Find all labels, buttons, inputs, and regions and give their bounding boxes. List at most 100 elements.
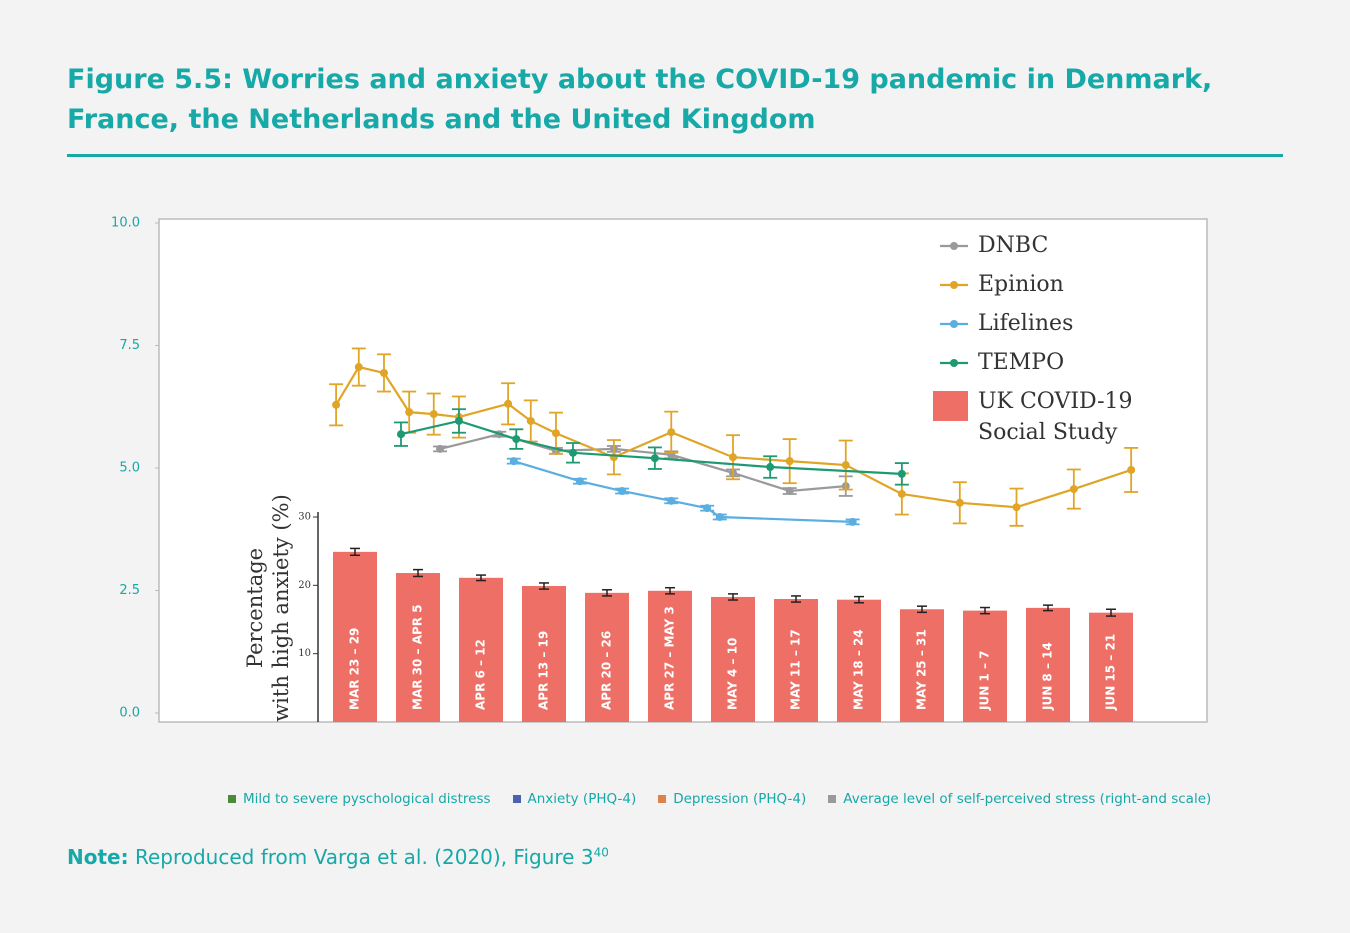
bar: [1089, 612, 1133, 722]
y-tick-label: 0.0: [119, 706, 140, 721]
legend-entry: UK COVID-19 Social Study: [978, 389, 1133, 445]
legend-item: Mild to severe pyschological distress: [228, 791, 491, 807]
bottom-legend: Mild to severe pyschological distress Anx…: [228, 791, 1211, 807]
category-label: MAY 25 – 31: [915, 629, 929, 710]
point: [1012, 503, 1021, 512]
y-tick-label: 7.5: [119, 338, 140, 353]
category-label: JUN 1 – 7: [978, 651, 992, 711]
point: [509, 457, 518, 466]
bar: [900, 609, 944, 722]
error-bar: [728, 593, 738, 601]
category-label: APR 27 – MAY 3: [663, 606, 677, 710]
error-bar: [476, 574, 486, 582]
y2-tick-label: 10: [298, 648, 311, 659]
legend-item: Anxiety (PHQ-4): [512, 791, 636, 807]
point: [454, 416, 463, 425]
point: [766, 463, 775, 472]
legend-swatch: [828, 795, 837, 803]
bar: [333, 551, 377, 722]
category-label: JUN 8 – 14: [1041, 642, 1055, 711]
error-bar: [665, 586, 675, 595]
point: [667, 496, 676, 505]
point: [729, 453, 737, 462]
bar: [396, 573, 440, 722]
category-label: MAR 30 – APR 5: [411, 604, 425, 710]
point: [504, 399, 513, 408]
bar: [711, 596, 755, 722]
error-bar: [602, 589, 612, 597]
point: [575, 477, 584, 486]
point: [396, 430, 405, 439]
point: [715, 513, 724, 521]
title-rule: [67, 154, 1283, 157]
legend-label: Mild to severe pyschological distress: [243, 791, 491, 807]
point: [568, 448, 577, 457]
point: [955, 498, 964, 507]
point: [841, 461, 850, 470]
figure-title: Figure 5.5: Worries and anxiety about th…: [67, 64, 1213, 135]
category-label: MAY 4 – 10: [726, 638, 740, 710]
legend-swatch: [658, 795, 667, 803]
category-label: MAY 18 – 24: [852, 629, 866, 710]
y-tick-label: 5.0: [119, 461, 140, 476]
category-label: MAY 11 – 17: [789, 629, 803, 710]
legend-label: Epinion: [978, 272, 1064, 297]
legend-swatch: [950, 242, 958, 250]
bar: [648, 590, 692, 722]
point: [551, 429, 560, 438]
point: [897, 489, 906, 498]
point: [785, 487, 794, 496]
bar: [522, 586, 566, 722]
y-tick-label: 2.5: [119, 583, 140, 598]
point: [332, 400, 341, 409]
point: [897, 469, 906, 478]
point: [667, 428, 676, 437]
point: [650, 454, 659, 463]
category-label: APR 20 – 26: [600, 631, 614, 710]
legend-label: TEMPO: [978, 350, 1065, 375]
legend-swatch: [950, 359, 958, 367]
note: Note: Reproduced from Varga et al. (2020…: [67, 845, 609, 869]
legend-entry: DNBC: [978, 233, 1048, 258]
point: [848, 517, 857, 526]
y-tick-label: 10.0: [111, 216, 140, 231]
point: [1127, 465, 1136, 474]
category-label: APR 13 – 19: [537, 631, 551, 710]
legend-swatch: [950, 320, 958, 328]
legend-label: Average level of self-perceived stress (…: [843, 791, 1212, 807]
point: [526, 416, 535, 425]
point: [429, 410, 438, 419]
note-superscript: 40: [593, 845, 609, 860]
legend-label: Depression (PHQ-4): [673, 791, 807, 807]
y2-axis-label: Percentage: [243, 548, 267, 668]
point: [405, 408, 414, 417]
point: [618, 487, 627, 496]
y2-axis-label: with high anxiety (%): [269, 494, 293, 722]
bar: [1026, 607, 1070, 722]
y2-tick-label: 20: [298, 580, 311, 591]
legend-swatch: [512, 795, 521, 803]
error-bar: [791, 595, 801, 603]
legend-swatch: [950, 281, 958, 289]
error-bar: [1043, 604, 1053, 612]
y2-tick-label: 30: [298, 512, 311, 523]
legend-item: Average level of self-perceived stress (…: [828, 791, 1211, 807]
point: [354, 363, 363, 372]
error-bar: [1106, 608, 1116, 617]
bar: [963, 610, 1007, 722]
bar: [837, 599, 881, 722]
error-bar: [539, 582, 549, 590]
error-bar: [854, 595, 864, 604]
legend-entry: Lifelines: [978, 311, 1073, 336]
bar: [774, 599, 818, 722]
error-bar: [980, 606, 990, 615]
bar: [585, 592, 629, 722]
point: [703, 504, 712, 513]
point: [512, 435, 521, 444]
legend-swatch: [228, 795, 236, 803]
point: [379, 368, 388, 377]
category-label: MAR 23 – 29: [348, 628, 362, 710]
legend-item: Depression (PHQ-4): [658, 791, 806, 807]
